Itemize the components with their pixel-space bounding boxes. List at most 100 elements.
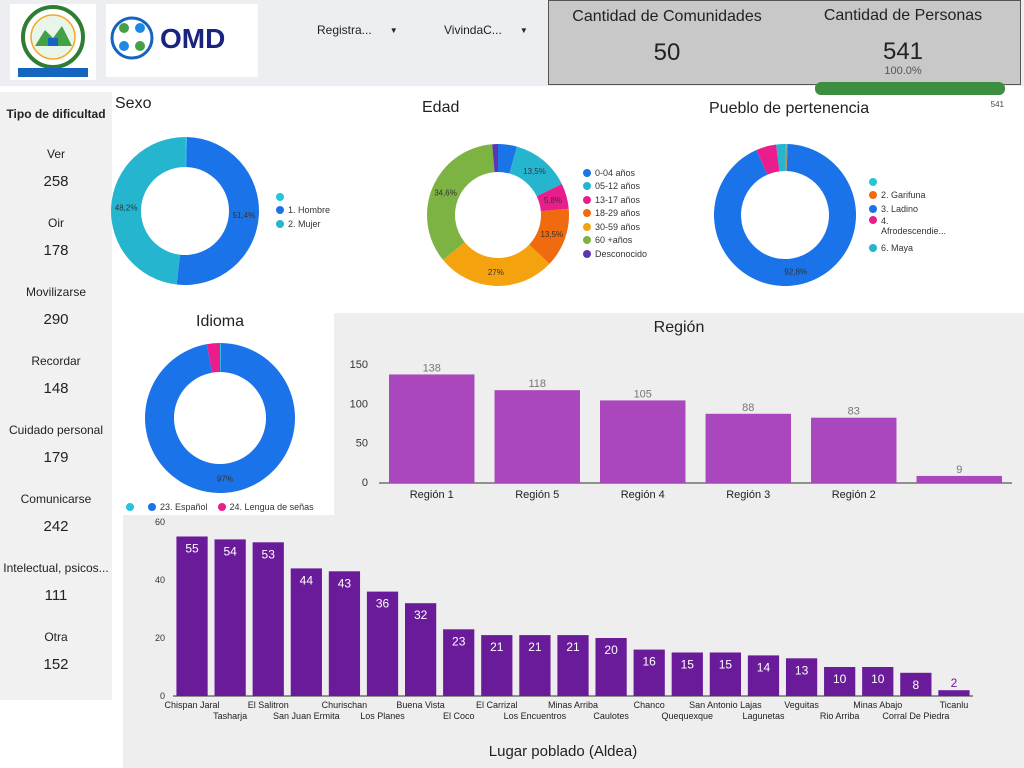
bar[interactable] <box>494 390 580 483</box>
bar[interactable] <box>811 417 897 483</box>
registro-filter-label: Registra... <box>317 23 372 37</box>
bar[interactable] <box>252 542 284 696</box>
bar[interactable] <box>366 591 399 696</box>
bar[interactable] <box>389 374 475 483</box>
donut-slice[interactable] <box>529 208 569 264</box>
vivienda-filter-dropdown[interactable]: VivindaC... ▼ <box>444 23 528 37</box>
donut-slice[interactable] <box>427 144 495 260</box>
bar[interactable] <box>290 568 322 696</box>
bar[interactable] <box>747 655 780 696</box>
x-tick-label: Chispan Jaral <box>165 700 220 710</box>
bar[interactable] <box>443 629 475 696</box>
x-tick-label: Corral De Piedra <box>882 711 949 721</box>
donut-slice[interactable] <box>206 343 220 373</box>
donut-slice[interactable] <box>443 242 550 286</box>
legend-item[interactable]: 4. Afrodescendie... <box>869 215 959 242</box>
bar[interactable] <box>785 658 818 696</box>
bar-value-label: 118 <box>528 378 546 390</box>
legend-item[interactable]: 60 +años <box>583 234 647 248</box>
dificultad-value: 290 <box>43 311 69 328</box>
bar-value-label: 83 <box>848 406 860 418</box>
dificultad-value: 178 <box>43 242 69 259</box>
bar[interactable] <box>633 649 665 696</box>
donut-slice[interactable] <box>714 144 856 286</box>
legend-item[interactable]: 2. Mujer <box>276 217 330 231</box>
registro-filter-dropdown[interactable]: Registra... ▼ <box>317 23 398 37</box>
edad-donut-chart: 13,5% 5,8% 13,5% 27% 34,6% <box>427 144 569 286</box>
legend-label: 1. Hombre <box>288 205 331 216</box>
dificultad-label: Comunicarse <box>20 492 92 506</box>
donut-slice[interactable] <box>536 183 569 212</box>
legend-item[interactable]: 1. Hombre <box>276 204 330 218</box>
bar[interactable] <box>481 635 513 696</box>
legend-dot-icon <box>869 177 877 186</box>
x-tick-label: San Juan Ermita <box>273 711 340 721</box>
bar-value-label: 53 <box>262 547 276 561</box>
bar-value-label: 10 <box>833 672 847 686</box>
legend-item[interactable]: 18-29 años <box>583 207 647 221</box>
bar-value-label: 9 <box>956 464 962 476</box>
legend-item[interactable]: 13-17 años <box>583 193 647 207</box>
bar[interactable] <box>916 475 1002 483</box>
kpi-scorecard-panel: Cantidad de Comunidades 50 Cantidad de P… <box>548 0 1021 85</box>
donut-slice[interactable] <box>786 144 788 172</box>
x-tick-label: El Salitron <box>248 700 289 710</box>
bar[interactable] <box>214 539 246 696</box>
legend-item[interactable]: 30-59 años <box>583 220 647 234</box>
bar[interactable] <box>328 571 361 696</box>
x-tick-label: El Carrizal <box>476 700 518 710</box>
legend-label: 4. Afrodescendie... <box>881 215 947 236</box>
bar[interactable] <box>176 536 208 697</box>
legend-item[interactable] <box>869 175 959 189</box>
legend-item[interactable]: 6. Maya <box>869 242 959 256</box>
legend-item[interactable]: 23. Español <box>148 500 208 514</box>
y-tick-label: 0 <box>160 691 165 701</box>
municipality-seal-icon <box>18 5 88 77</box>
bar[interactable] <box>405 603 437 696</box>
donut-slice[interactable] <box>176 137 259 285</box>
bar-value-label: 16 <box>643 655 657 669</box>
chevron-down-icon: ▼ <box>389 25 398 35</box>
legend-item[interactable]: 3. Ladino <box>869 202 959 216</box>
progress-bar-label: 541 <box>990 100 1004 109</box>
donut-slice[interactable] <box>776 144 785 172</box>
legend-item[interactable]: 2. Garifuna <box>869 189 959 203</box>
bar[interactable] <box>938 690 970 696</box>
legend-item[interactable]: 24. Lengua de señas <box>217 500 314 514</box>
bar[interactable] <box>862 667 894 696</box>
legend-dot-icon <box>583 168 591 177</box>
x-tick-label: Ticanlu <box>940 700 969 710</box>
legend-item[interactable]: Desconocido <box>583 247 647 261</box>
donut-slice[interactable] <box>145 343 295 493</box>
donut-slice[interactable] <box>498 144 517 174</box>
legend-item[interactable]: 0-04 años <box>583 166 647 180</box>
omd-logo-text: OMD <box>160 23 225 54</box>
legend-item[interactable]: 05-12 años <box>583 180 647 194</box>
donut-slice[interactable] <box>185 137 187 168</box>
legend-item[interactable] <box>276 190 330 204</box>
bar[interactable] <box>519 635 551 696</box>
bar[interactable] <box>705 413 791 483</box>
bar[interactable] <box>557 635 589 696</box>
vivienda-filter-label: VivindaC... <box>444 23 502 37</box>
donut-slice[interactable] <box>492 144 498 173</box>
bar[interactable] <box>900 672 932 696</box>
legend-item[interactable] <box>126 500 138 514</box>
legend-dot-icon <box>583 182 591 191</box>
x-tick-label: Caulotes <box>593 711 629 721</box>
personas-label: Cantidad de Personas <box>823 7 983 24</box>
legend-dot-icon <box>217 502 226 511</box>
donut-slice[interactable] <box>756 144 780 175</box>
bar[interactable] <box>671 652 703 697</box>
legend-dot-icon <box>583 195 591 204</box>
bar[interactable] <box>600 400 686 483</box>
legend-label: 60 +años <box>595 235 633 246</box>
bar[interactable] <box>824 667 856 696</box>
donut-slice[interactable] <box>220 343 221 373</box>
bar-value-label: 21 <box>490 640 504 654</box>
bar[interactable] <box>709 652 741 697</box>
donut-slice[interactable] <box>785 144 787 172</box>
bar[interactable] <box>595 638 627 696</box>
donut-slice[interactable] <box>509 146 562 197</box>
donut-slice[interactable] <box>110 137 185 285</box>
